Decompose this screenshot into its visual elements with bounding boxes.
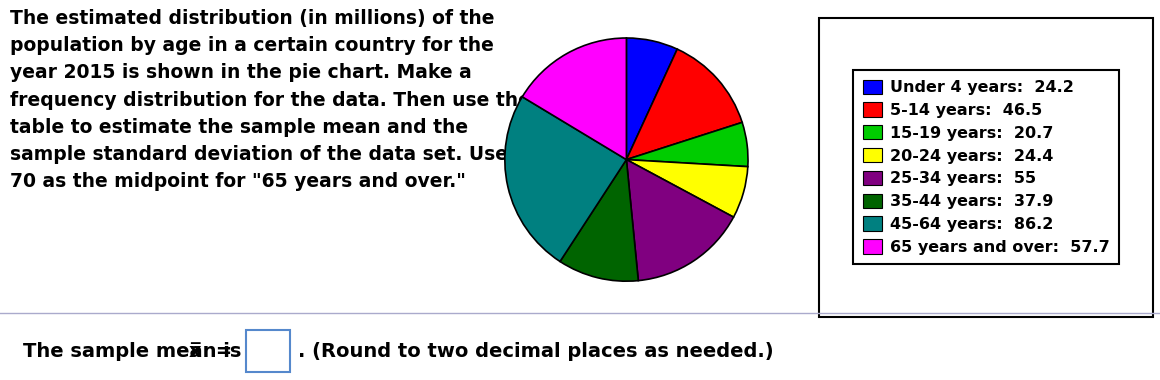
Text: The sample mean is: The sample mean is — [23, 342, 248, 361]
Legend: Under 4 years:  24.2, 5-14 years:  46.5, 15-19 years:  20.7, 20-24 years:  24.4,: Under 4 years: 24.2, 5-14 years: 46.5, 1… — [853, 70, 1119, 264]
Wedge shape — [505, 97, 626, 261]
Wedge shape — [626, 160, 748, 217]
Text: . (Round to two decimal places as needed.): . (Round to two decimal places as needed… — [298, 342, 774, 361]
Wedge shape — [560, 160, 638, 281]
Wedge shape — [626, 49, 742, 160]
FancyBboxPatch shape — [819, 17, 1153, 317]
Text: =: = — [209, 342, 239, 361]
Wedge shape — [522, 38, 626, 160]
Wedge shape — [626, 122, 748, 167]
FancyBboxPatch shape — [246, 330, 290, 372]
Text: x̅: x̅ — [189, 342, 202, 361]
Text: The estimated distribution (in millions) of the
population by age in a certain c: The estimated distribution (in millions)… — [10, 9, 531, 192]
Wedge shape — [626, 160, 733, 280]
Wedge shape — [626, 38, 677, 160]
